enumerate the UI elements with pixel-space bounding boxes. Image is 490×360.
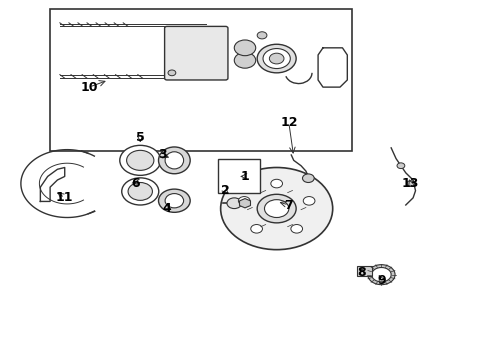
Circle shape (126, 150, 154, 170)
Circle shape (168, 70, 176, 76)
Text: 7: 7 (285, 198, 293, 212)
Bar (218, 158, 260, 193)
Circle shape (257, 32, 267, 39)
Text: 1: 1 (241, 170, 249, 183)
Circle shape (270, 53, 284, 64)
Circle shape (120, 145, 161, 175)
Circle shape (302, 174, 314, 183)
Circle shape (257, 194, 296, 223)
Circle shape (234, 53, 256, 68)
Circle shape (271, 179, 283, 188)
Circle shape (239, 197, 250, 205)
Ellipse shape (165, 194, 184, 208)
Circle shape (227, 198, 242, 208)
Circle shape (128, 183, 152, 201)
Text: 2: 2 (221, 184, 230, 197)
Circle shape (397, 163, 405, 168)
Circle shape (291, 225, 302, 233)
Circle shape (251, 225, 263, 233)
Circle shape (220, 167, 333, 249)
Circle shape (407, 181, 415, 186)
Text: 13: 13 (402, 177, 419, 190)
Bar (357, 266, 372, 276)
Text: 4: 4 (163, 202, 172, 215)
Circle shape (263, 49, 290, 68)
Text: 8: 8 (358, 266, 366, 279)
FancyBboxPatch shape (165, 26, 228, 80)
Circle shape (265, 200, 289, 217)
Text: 11: 11 (56, 192, 74, 204)
Circle shape (303, 197, 315, 205)
Text: 6: 6 (131, 177, 140, 190)
Circle shape (122, 178, 159, 205)
Text: 5: 5 (136, 131, 145, 144)
Text: 10: 10 (80, 81, 98, 94)
Ellipse shape (159, 189, 190, 212)
Bar (50, 9, 352, 152)
Ellipse shape (159, 147, 190, 174)
Circle shape (257, 44, 296, 73)
Circle shape (234, 40, 256, 56)
Text: 12: 12 (280, 116, 297, 129)
Ellipse shape (165, 152, 184, 169)
Text: 3: 3 (158, 148, 167, 162)
Text: 9: 9 (377, 274, 386, 287)
